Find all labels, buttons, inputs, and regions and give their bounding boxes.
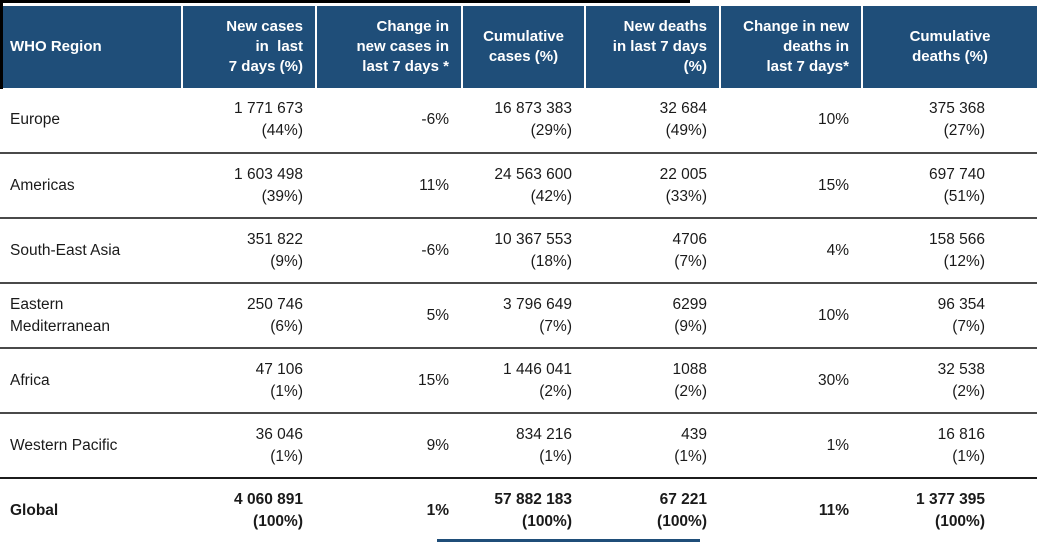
table-row-eastern-mediterranean: Eastern Mediterranean 250 746 (6%) 5% 3 … <box>0 283 1037 348</box>
cell-new-deaths: 439 (1%) <box>674 425 707 465</box>
column-header-cumulative-cases: Cumulative cases (%) <box>461 6 585 88</box>
cell-region: South-East Asia <box>10 241 121 259</box>
column-header-new-cases: New cases in last 7 days (%) <box>181 6 316 88</box>
cell-change-new-cases: -6% <box>421 241 449 259</box>
cell-new-deaths: 67 221 (100%) <box>657 491 707 530</box>
cell-change-new-deaths: 10% <box>817 111 849 128</box>
column-header-change-new-deaths: Change in new deaths in last 7 days* <box>719 6 862 88</box>
cell-region: Americas <box>10 176 75 194</box>
column-header-who-region: WHO Region <box>0 6 182 88</box>
cell-cumulative-cases: 24 563 600 (42%) <box>494 165 572 205</box>
cell-new-cases: 47 106 (1%) <box>255 360 303 400</box>
cell-cumulative-deaths: 16 816 (1%) <box>937 425 985 465</box>
cell-region: Africa <box>10 371 50 389</box>
who-region-table: WHO Region New cases in last 7 days (%) … <box>0 6 1037 542</box>
cell-change-new-cases: 11% <box>419 176 449 194</box>
cell-cumulative-deaths: 32 538 (2%) <box>937 360 985 400</box>
cell-cumulative-cases: 10 367 553 (18%) <box>494 230 572 270</box>
cell-new-cases: 36 046 (1%) <box>255 425 303 465</box>
cell-new-cases: 351 822 (9%) <box>246 230 303 270</box>
cell-new-deaths: 32 684 (49%) <box>659 100 707 139</box>
table-row-americas: Americas 1 603 498 (39%) 11% 24 563 600 … <box>0 153 1037 218</box>
cell-change-new-deaths: 15% <box>817 176 849 194</box>
table-row-south-east-asia: South-East Asia 351 822 (9%) -6% 10 367 … <box>0 218 1037 283</box>
cell-cumulative-deaths: 158 566 (12%) <box>928 230 985 270</box>
cell-change-new-cases: 15% <box>417 371 449 389</box>
column-header-change-new-cases: Change in new cases in last 7 days * <box>315 6 462 88</box>
cell-change-new-deaths: 1% <box>826 436 849 454</box>
cell-cumulative-deaths: 96 354 (7%) <box>937 295 985 335</box>
cell-change-new-deaths: 11% <box>818 502 849 519</box>
cell-new-deaths: 1088 (2%) <box>672 360 707 400</box>
cell-cumulative-deaths: 1 377 395 (100%) <box>916 491 985 530</box>
cell-cumulative-cases: 57 882 183 (100%) <box>494 491 572 530</box>
cell-cumulative-cases: 3 796 649 (7%) <box>503 295 572 335</box>
cell-region: Eastern Mediterranean <box>10 295 110 335</box>
cell-change-new-deaths: 4% <box>826 241 849 259</box>
table-row-europe: Europe 1 771 673 (44%) -6% 16 873 383 (2… <box>0 88 1037 153</box>
cell-region: Europe <box>10 111 60 128</box>
cell-cumulative-deaths: 697 740 (51%) <box>928 165 985 205</box>
cell-cumulative-cases: 1 446 041 (2%) <box>503 360 572 400</box>
cell-new-cases: 1 771 673 (44%) <box>234 100 303 139</box>
column-header-cumulative-deaths: Cumulative deaths (%) <box>861 6 1037 88</box>
cell-region: Global <box>10 502 59 519</box>
left-border-artifact <box>0 0 3 89</box>
table-row-global: Global 4 060 891 (100%) 1% 57 882 183 (1… <box>0 478 1037 542</box>
cell-cumulative-deaths: 375 368 (27%) <box>928 100 985 139</box>
table-row-africa: Africa 47 106 (1%) 15% 1 446 041 (2%) 10… <box>0 348 1037 413</box>
cell-change-new-cases: 5% <box>426 306 449 324</box>
cell-region: Western Pacific <box>10 436 118 454</box>
cell-change-new-cases: 9% <box>426 436 449 454</box>
top-border-artifact <box>0 0 690 3</box>
cell-new-deaths: 22 005 (33%) <box>659 165 707 205</box>
cell-new-deaths: 6299 (9%) <box>672 295 707 335</box>
table-row-western-pacific: Western Pacific 36 046 (1%) 9% 834 216 (… <box>0 413 1037 478</box>
bottom-border-artifact <box>437 539 700 542</box>
cell-new-cases: 4 060 891 (100%) <box>234 491 303 530</box>
cell-change-new-deaths: 10% <box>817 306 849 324</box>
cell-new-deaths: 4706 (7%) <box>672 230 707 270</box>
cell-new-cases: 250 746 (6%) <box>246 295 303 335</box>
cell-cumulative-cases: 834 216 (1%) <box>515 425 572 465</box>
cell-change-new-cases: -6% <box>421 111 449 128</box>
cell-cumulative-cases: 16 873 383 (29%) <box>494 100 572 139</box>
cell-change-new-deaths: 30% <box>817 371 849 389</box>
cell-new-cases: 1 603 498 (39%) <box>234 165 303 205</box>
header-row: WHO Region New cases in last 7 days (%) … <box>0 6 1037 88</box>
column-header-new-deaths: New deaths in last 7 days (%) <box>584 6 720 88</box>
cell-change-new-cases: 1% <box>426 502 449 519</box>
